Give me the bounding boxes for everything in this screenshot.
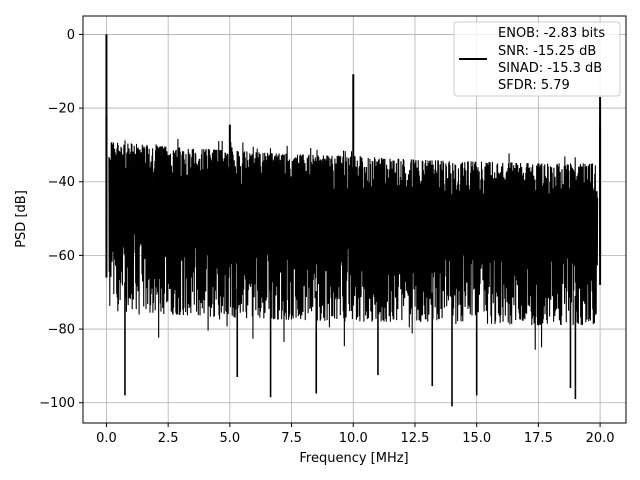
x-tick-label: 5.0 [220, 431, 241, 446]
ticks: 0.0 2.5 5.0 7.5 10.0 12.5 15.0 17.5 20.0 0 −20 −40 −… [39, 28, 614, 446]
x-tick-label: 17.5 [524, 431, 553, 446]
x-axis-label: Frequency [MHz] [299, 451, 408, 466]
x-tick-label: 20.0 [586, 431, 615, 446]
plot-area [105, 34, 602, 407]
axes-frame [82, 15, 627, 424]
y-tick-label: −60 [48, 249, 75, 264]
legend-sfdr: SFDR: 5.79 [498, 78, 570, 93]
x-tick-label: 7.5 [281, 431, 302, 446]
x-tick-label: 2.5 [158, 431, 179, 446]
y-tick-label: −80 [48, 323, 75, 338]
x-tick-label: 10.0 [339, 431, 368, 446]
legend-enob: ENOB: -2.83 bits [498, 26, 605, 41]
legend: ENOB: -2.83 bits SNR: -15.25 dB SINAD: -… [453, 21, 621, 97]
x-tick-label: 0.0 [96, 431, 117, 446]
y-tick-label: −20 [48, 102, 75, 117]
y-tick-label: −100 [39, 396, 75, 411]
x-tick-label: 12.5 [400, 431, 429, 446]
y-axis-label: PSD [dB] [14, 190, 29, 248]
legend-frame [453, 21, 621, 97]
x-tick-label: 15.0 [462, 431, 491, 446]
y-tick-label: 0 [67, 28, 75, 43]
legend-snr: SNR: -15.25 dB [498, 44, 596, 59]
y-tick-label: −40 [48, 175, 75, 190]
legend-sinad: SINAD: -15.3 dB [498, 61, 602, 76]
